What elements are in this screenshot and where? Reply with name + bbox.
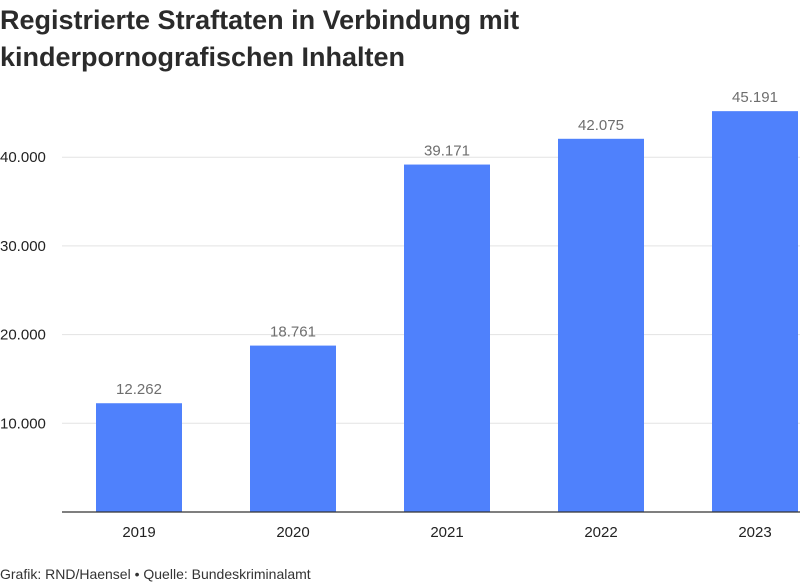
x-tick-label-2021: 2021 [430,524,463,541]
x-tick-label-2020: 2020 [276,524,309,541]
data-label-2021: 39.171 [424,143,470,160]
x-tick-label-2019: 2019 [122,524,155,541]
data-label-2019: 12.262 [116,381,162,398]
data-label-2023: 45.191 [732,89,778,106]
y-tick-label: 20.000 [0,327,46,344]
source-note: Grafik: RND/Haensel • Quelle: Bundeskrim… [0,566,311,582]
y-tick-label: 40.000 [0,149,46,166]
bar-2020 [250,345,336,512]
chart-title-line-2: kinderpornografischen Inhalten [0,42,406,72]
bar-2022 [558,138,644,513]
chart-title-line-1: Registrierte Straftaten in Verbindung mi… [0,5,520,35]
y-tick-label: 30.000 [0,238,46,255]
bar-2023 [712,111,798,513]
bar-2021 [404,164,490,512]
data-label-2022: 42.075 [578,117,624,134]
x-tick-label-2023: 2023 [738,524,771,541]
y-tick-label: 10.000 [0,415,46,432]
chart-title: Registrierte Straftaten in Verbindung mi… [0,2,790,76]
data-label-2020: 18.761 [270,324,316,341]
x-tick-label-2022: 2022 [584,524,617,541]
bar-2019 [96,403,182,512]
